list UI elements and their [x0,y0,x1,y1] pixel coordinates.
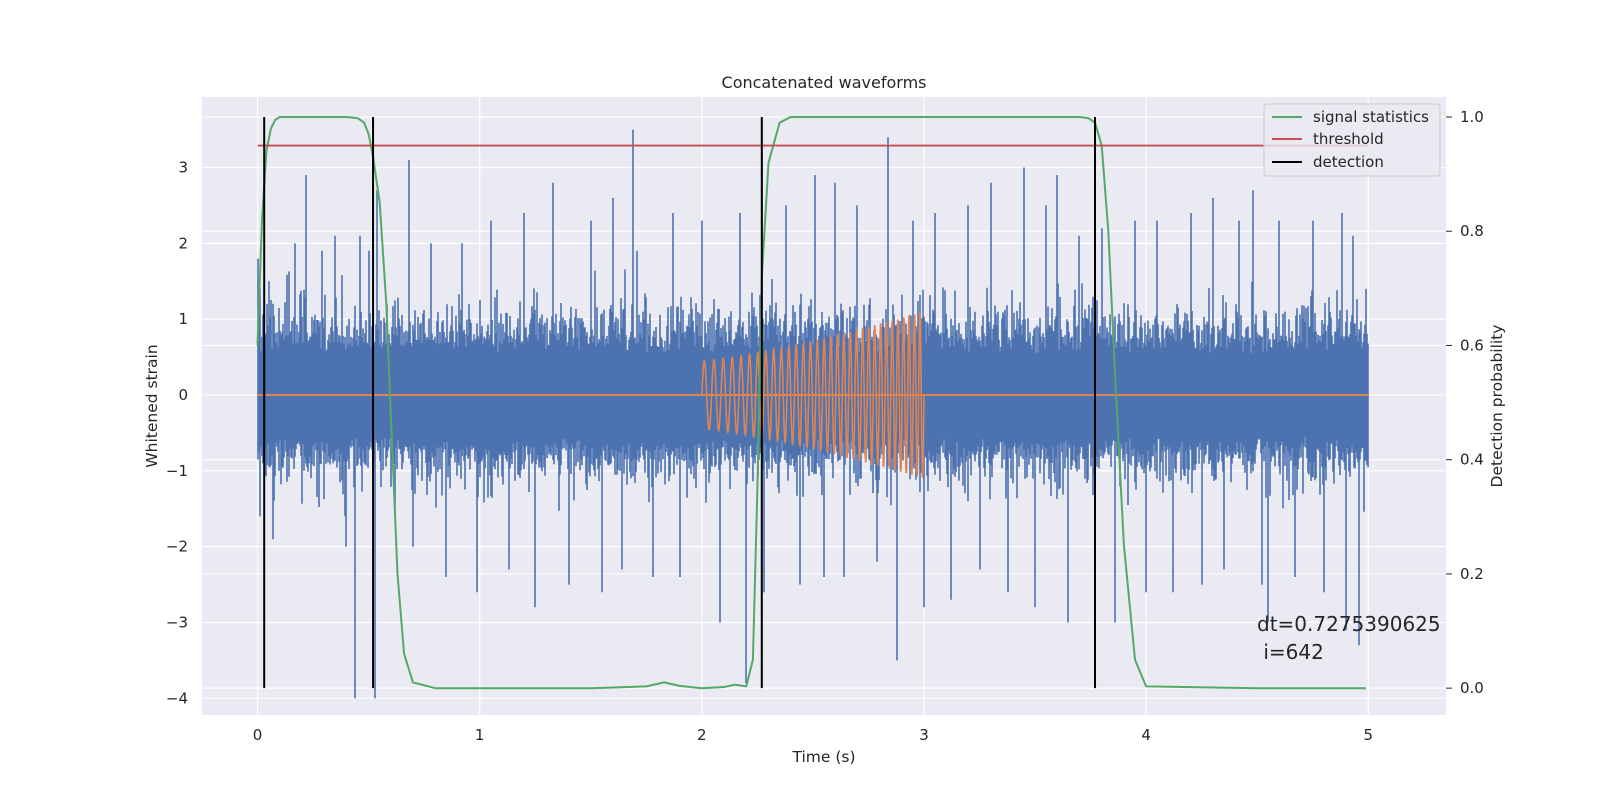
y-tick-label: −4 [166,689,188,707]
x-axis-ticks: 0 1 2 3 4 5 [253,726,1373,744]
legend-frame [1263,103,1441,177]
y-axis-label: Whitened strain [143,344,161,467]
chirp-trace [701,312,925,478]
x-tick-label: 5 [1363,726,1373,744]
y-tick-label: 3 [178,159,188,177]
chirp-series [257,312,1369,478]
legend-label-signal-statistics: signal statistics [1313,108,1429,126]
y-tick-label: 0 [178,386,188,404]
y2-tick-label: 1.0 [1460,108,1484,126]
y2-tick-label: 0.6 [1460,336,1484,354]
y-axis-ticks: −4 −3 −2 −1 0 1 2 3 [166,159,188,708]
x-tick-label: 4 [1141,726,1151,744]
x-axis-label: Time (s) [791,748,855,766]
x-tick-label: 3 [919,726,929,744]
y-tick-label: 1 [178,310,188,328]
annotation-dt: dt=0.7275390625 [1257,612,1441,636]
signal-statistics-series [256,116,1366,690]
chart-title: Concatenated waveforms [722,73,927,92]
detection-series [263,116,1097,689]
y2-tick-label: 0.4 [1460,451,1484,469]
legend: signal statistics threshold detection [1263,103,1441,177]
x-tick-label: 1 [475,726,485,744]
signal-statistics-line [256,116,1366,690]
legend-label-detection: detection [1313,153,1384,171]
y-tick-label: −3 [166,613,188,631]
legend-label-threshold: threshold [1313,130,1384,148]
y2-tick-label: 0.2 [1460,565,1484,583]
y2-tick-label: 0.8 [1460,222,1484,240]
x-tick-label: 2 [697,726,707,744]
annotation-index: i=642 [1257,640,1324,664]
y-tick-label: 2 [178,234,188,252]
y-tick-label: −2 [166,538,188,556]
y2-axis-label: Detection probability [1488,325,1506,488]
x-tick-label: 0 [253,726,263,744]
y2-tick-label: 0.0 [1460,679,1484,697]
y-tick-label: −1 [166,462,188,480]
y2-axis-ticks: 0.0 0.2 0.4 0.6 0.8 1.0 [1446,108,1484,697]
